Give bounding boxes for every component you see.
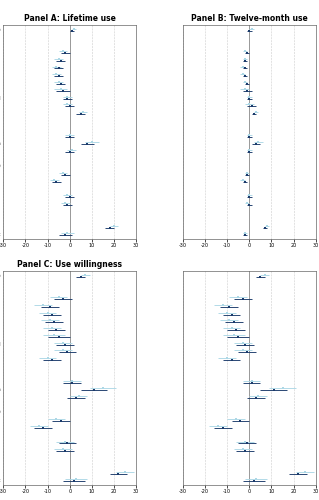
Title: Panel C: Use willingness: Panel C: Use willingness [17, 260, 122, 269]
Title: Panel B: Twelve-month use: Panel B: Twelve-month use [191, 14, 308, 23]
Title: Panel A: Lifetime use: Panel A: Lifetime use [24, 14, 116, 23]
